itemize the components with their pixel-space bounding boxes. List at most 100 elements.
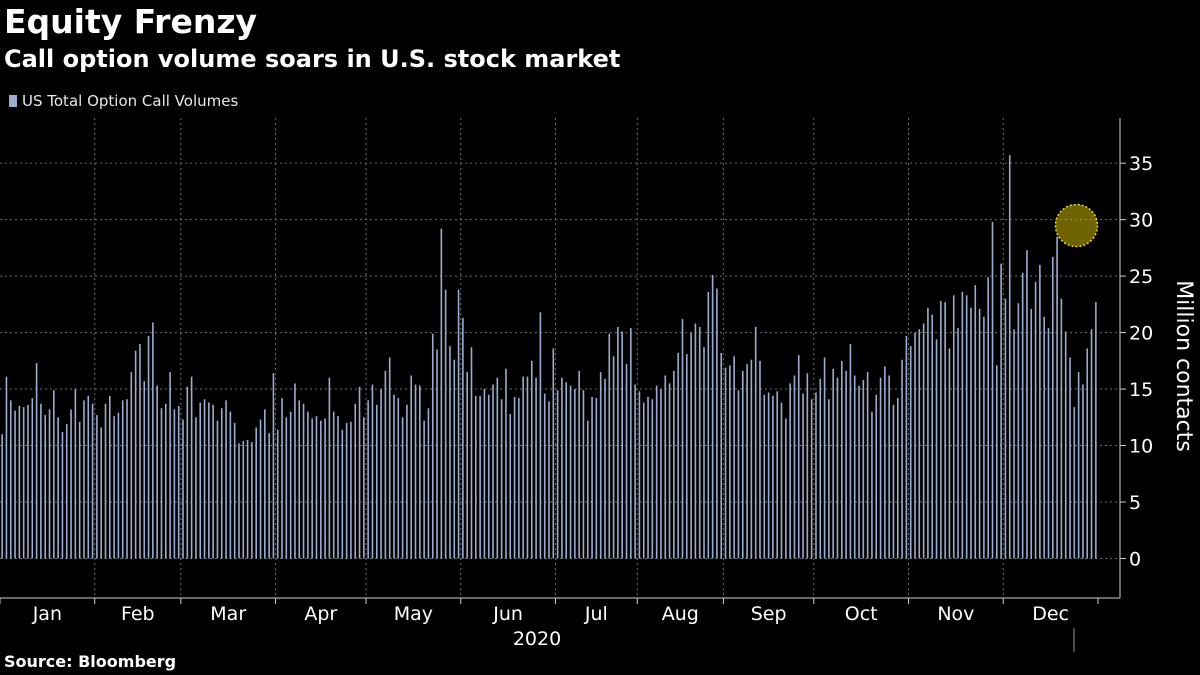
bar bbox=[634, 384, 636, 559]
bar bbox=[888, 375, 890, 559]
bar bbox=[40, 403, 42, 559]
bar bbox=[104, 403, 107, 559]
bar bbox=[509, 413, 512, 559]
bar bbox=[862, 380, 865, 559]
bar bbox=[772, 395, 774, 559]
bar bbox=[896, 398, 899, 559]
bar bbox=[630, 328, 632, 559]
bar bbox=[810, 399, 813, 559]
bar bbox=[858, 385, 860, 559]
bar bbox=[595, 398, 598, 559]
chart-legend: US Total Option Call Volumes bbox=[9, 92, 238, 110]
bar bbox=[806, 373, 809, 559]
bar bbox=[130, 372, 133, 559]
bar bbox=[238, 443, 240, 559]
x-tick-label-apr: Apr bbox=[304, 603, 337, 625]
bar bbox=[475, 395, 477, 559]
bar bbox=[754, 326, 757, 559]
bar bbox=[552, 348, 555, 559]
bar bbox=[815, 392, 817, 559]
bar bbox=[423, 420, 425, 559]
bar bbox=[991, 221, 994, 559]
bar bbox=[578, 370, 580, 559]
bar bbox=[268, 433, 270, 559]
bar bbox=[1008, 155, 1011, 559]
bar bbox=[884, 366, 886, 559]
bar bbox=[518, 398, 520, 559]
bar bbox=[961, 291, 964, 559]
bar bbox=[1051, 256, 1054, 559]
bar bbox=[1047, 328, 1050, 559]
bar bbox=[83, 400, 85, 559]
bar bbox=[169, 372, 171, 559]
bar bbox=[853, 375, 856, 559]
bar bbox=[1095, 302, 1097, 559]
bar bbox=[698, 326, 701, 559]
bar bbox=[664, 375, 667, 559]
bar bbox=[173, 409, 176, 559]
bar bbox=[759, 360, 761, 559]
bar bbox=[466, 372, 468, 559]
bar bbox=[35, 363, 38, 559]
bar bbox=[479, 395, 481, 559]
bar bbox=[164, 403, 167, 559]
bar bbox=[1034, 281, 1037, 559]
bar bbox=[332, 411, 335, 559]
bar bbox=[431, 333, 434, 559]
bar bbox=[642, 402, 645, 559]
bar bbox=[802, 393, 804, 559]
bar bbox=[251, 442, 253, 559]
bar bbox=[1039, 264, 1041, 559]
bar bbox=[513, 396, 516, 559]
bar bbox=[74, 389, 77, 559]
bar bbox=[548, 401, 550, 559]
bar bbox=[182, 419, 184, 559]
bar bbox=[143, 381, 146, 559]
y-tick-label: 20 bbox=[1129, 323, 1153, 345]
bar bbox=[914, 332, 916, 559]
bar bbox=[729, 365, 731, 559]
bar bbox=[87, 395, 90, 559]
bar bbox=[220, 408, 223, 559]
bar bbox=[1069, 357, 1071, 559]
y-tick-label: 15 bbox=[1129, 379, 1153, 401]
bar bbox=[673, 370, 675, 559]
bar bbox=[823, 357, 826, 559]
y-tick-label: 10 bbox=[1129, 436, 1153, 458]
bar bbox=[866, 372, 869, 559]
bar bbox=[229, 411, 232, 559]
bar bbox=[1030, 308, 1033, 559]
bar bbox=[134, 350, 137, 559]
bar bbox=[668, 383, 671, 559]
bar bbox=[703, 347, 705, 559]
bar bbox=[690, 332, 692, 559]
y-tick-label: 30 bbox=[1129, 210, 1153, 232]
bar bbox=[160, 408, 163, 559]
bar bbox=[892, 404, 895, 559]
bar bbox=[65, 424, 68, 559]
bar bbox=[246, 439, 249, 559]
bar bbox=[371, 384, 374, 559]
bar bbox=[996, 365, 998, 559]
bar bbox=[324, 418, 326, 559]
bar bbox=[272, 373, 275, 559]
bar bbox=[621, 331, 623, 559]
bar bbox=[96, 415, 98, 559]
bar bbox=[797, 355, 800, 559]
bar bbox=[9, 400, 12, 559]
bar bbox=[14, 410, 16, 559]
bar bbox=[901, 359, 903, 559]
bar bbox=[845, 370, 847, 559]
bar bbox=[957, 328, 959, 559]
bar bbox=[440, 228, 443, 559]
bar bbox=[195, 417, 197, 559]
bar bbox=[233, 422, 236, 559]
x-tick-label-sep: Sep bbox=[751, 603, 787, 625]
x-tick-label-jan: Jan bbox=[32, 603, 62, 625]
x-tick-label-jul: Jul bbox=[584, 603, 608, 625]
bar bbox=[70, 409, 72, 559]
bar bbox=[363, 417, 365, 559]
bar bbox=[307, 411, 309, 559]
bar bbox=[281, 398, 283, 559]
bar bbox=[625, 364, 628, 559]
